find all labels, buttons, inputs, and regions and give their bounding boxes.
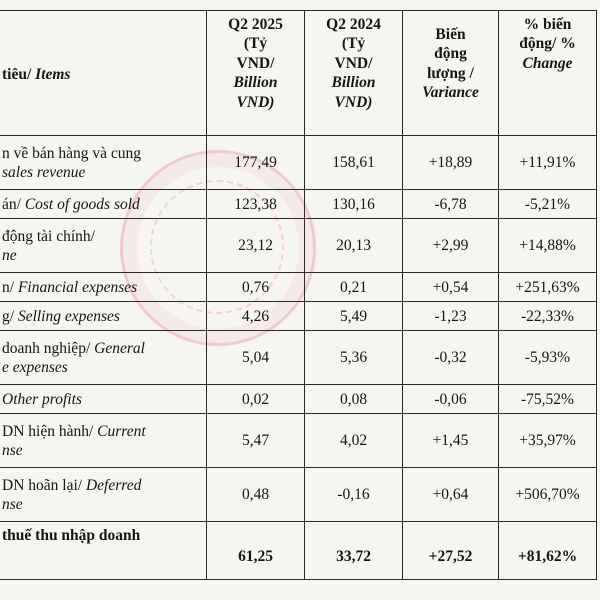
cell-q2-2025: 0,76 [206,272,305,302]
header-q2-2024-line2: (Tỷ [341,35,366,53]
row-label: doanh nghiệp/ General e expenses [0,330,207,385]
header-q2-2025-line4: Billion [233,74,278,92]
cell-change: -22,33% [498,301,597,331]
table-header-row: tiêu/ Items Q2 2025 (Tỷ VND/ Billion VND… [0,10,597,136]
header-q2-2025-line5: VND) [236,93,275,111]
table-row: doanh nghiệp/ General e expenses 5,04 5,3… [0,330,597,385]
cell-change: -5,93% [498,330,597,385]
cell-q2-2025: 0,02 [206,384,305,414]
header-variance-line2: động [434,45,467,63]
financial-results-table: tiêu/ Items Q2 2025 (Tỷ VND/ Billion VND… [0,10,597,580]
cell-change: +14,88% [498,218,597,273]
header-q2-2024-line4: Billion [331,74,376,92]
cell-change: +35,97% [498,413,597,468]
header-items-italic: Items [35,66,71,84]
header-q2-2025: Q2 2025 (Tỷ VND/ Billion VND) [206,10,305,136]
header-q2-2025-line1: Q2 2025 [228,16,283,33]
cell-q2-2025: 23,12 [206,218,305,273]
cell-q2-2024: -0,16 [304,467,403,522]
cell-q2-2025: 5,04 [206,330,305,385]
header-q2-2024-line5: VND) [334,93,373,111]
row-label: g/ Selling expenses [0,301,207,331]
cell-q2-2024: 0,08 [304,384,403,414]
header-items-plain: tiêu/ [2,66,36,84]
table-row: g/ Selling expenses 4,26 5,49 -1,23 -22,… [0,301,597,331]
cell-change: +11,91% [498,135,597,190]
table-row: án/ Cost of goods sold 123,38 130,16 -6,… [0,189,597,219]
cell-variance: -6,78 [402,189,499,219]
cell-q2-2025: 4,26 [206,301,305,331]
header-change-line2: động/ % [519,35,576,53]
header-q2-2025-line2: (Tỷ [243,35,268,53]
header-change-line1: % biến [523,16,572,33]
cell-variance: -0,32 [402,330,499,385]
table-row: DN hiện hành/ Current nse 5,47 4,02 +1,45… [0,413,597,468]
row-label: án/ Cost of goods sold [0,189,207,219]
header-q2-2024: Q2 2024 (Tỷ VND/ Billion VND) [304,10,403,136]
table-row: n về bán hàng và cung sales revenue 177,… [0,135,597,190]
header-variance-line4: Variance [422,84,479,102]
row-label: động tài chính/ne [0,218,207,273]
cell-q2-2024: 130,16 [304,189,403,219]
row-label: DN hoãn lại/ Deferred nse [0,467,207,522]
cell-q2-2024: 20,13 [304,218,403,273]
cell-change: +251,63% [498,272,597,302]
row-label: Other profits [0,384,207,414]
row-label: n/ Financial expenses [0,272,207,302]
header-variance: Biến động lượng / Variance [402,10,499,136]
cell-variance: -0,06 [402,384,499,414]
cell-variance: +0,54 [402,272,499,302]
row-label: n về bán hàng và cung sales revenue [0,135,207,190]
cell-q2-2025: 0,48 [206,467,305,522]
header-q2-2025-line3: VND/ [236,54,275,72]
cell-variance: +2,99 [402,218,499,273]
cell-q2-2024: 5,36 [304,330,403,385]
cell-change: +506,70% [498,467,597,522]
cell-q2-2024: 33,72 [304,521,403,580]
table-row: Other profits 0,02 0,08 -0,06 -75,52% [0,384,597,414]
cell-q2-2024: 4,02 [304,413,403,468]
cell-change: +81,62% [498,521,597,580]
row-label: DN hiện hành/ Current nse [0,413,207,468]
cell-variance: +27,52 [402,521,499,580]
table-row-total: thuế thu nhập doanh 61,25 33,72 +27,52 +… [0,521,597,580]
cell-q2-2025: 61,25 [206,521,305,580]
table-row: động tài chính/ne 23,12 20,13 +2,99 +14,… [0,218,597,273]
cell-variance: +0,64 [402,467,499,522]
cell-change: -75,52% [498,384,597,414]
cell-q2-2025: 123,38 [206,189,305,219]
header-variance-line3: lượng / [427,64,474,82]
cell-q2-2024: 5,49 [304,301,403,331]
header-variance-line1: Biến [435,26,466,43]
cell-q2-2025: 177,49 [206,135,305,190]
cell-q2-2024: 0,21 [304,272,403,302]
header-items: tiêu/ Items [0,10,207,136]
cell-change: -5,21% [498,189,597,219]
table-row: n/ Financial expenses 0,76 0,21 +0,54 +2… [0,272,597,302]
header-change-line3: Change [522,54,573,72]
cell-variance: +18,89 [402,135,499,190]
cell-variance: -1,23 [402,301,499,331]
cell-q2-2024: 158,61 [304,135,403,190]
cell-q2-2025: 5,47 [206,413,305,468]
table-row: DN hoãn lại/ Deferred nse 0,48 -0,16 +0,6… [0,467,597,522]
cell-variance: +1,45 [402,413,499,468]
header-change: % biến động/ % Change [498,10,597,136]
header-q2-2024-line1: Q2 2024 [326,16,381,33]
header-q2-2024-line3: VND/ [334,54,373,72]
row-label: thuế thu nhập doanh [0,521,207,580]
